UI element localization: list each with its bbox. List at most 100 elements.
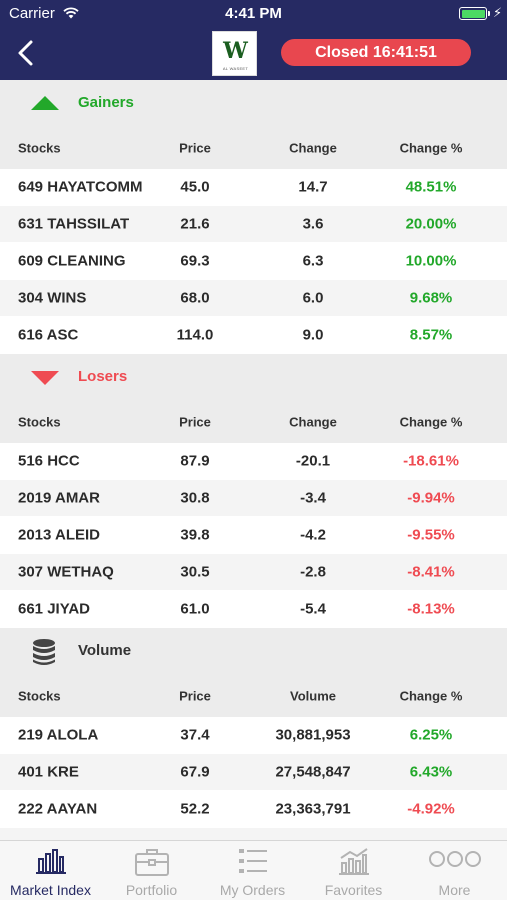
column-price: Price [179, 140, 211, 156]
tab-label: My Orders [219, 882, 286, 898]
tab-market-index[interactable]: Market Index [0, 841, 101, 900]
stock-row[interactable]: 222 AAYAN 52.2 23,363,791 -4.92% [0, 791, 507, 828]
losers-column-header: Stocks Price Change Change % [0, 399, 507, 443]
losers-header: Losers [0, 354, 507, 399]
stock-change-pct: -8.41% [407, 563, 455, 581]
stock-volume: 16,888,403 [275, 838, 350, 841]
stock-name: 661 JIYAD [18, 600, 90, 618]
tab-favorites[interactable]: Favorites [303, 841, 404, 900]
column-change: Change [289, 140, 337, 156]
stock-name: 2013 ALEID [18, 526, 100, 544]
stock-change-pct: -9.55% [407, 526, 455, 544]
stock-price: 68.0 [180, 289, 210, 307]
stock-price: 114.0 [176, 326, 214, 344]
stock-name: 219 ALOLA [18, 726, 99, 744]
gainers-up-arrow-icon [31, 96, 59, 110]
stock-change-pct: 9.68% [409, 289, 453, 307]
stock-price: 87.9 [180, 452, 210, 470]
stock-change-pct: 6.43% [409, 763, 453, 781]
column-change: Change [289, 414, 337, 430]
stock-name: 401 KRE [18, 763, 79, 781]
stock-change: -5.4 [300, 600, 326, 618]
bar-chart-icon [35, 849, 66, 874]
column-stocks: Stocks [18, 688, 61, 704]
gainers-column-header: Stocks Price Change Change % [0, 125, 507, 169]
stock-name: 631 TAHSSILAT [18, 215, 130, 233]
wifi-icon [63, 7, 79, 19]
stock-row[interactable]: 649 HAYATCOMM 45.0 14.7 48.51% [0, 169, 507, 206]
column-stocks: Stocks [18, 140, 61, 156]
tab-label: Favorites [324, 882, 383, 898]
stock-price: 37.4 [180, 726, 210, 744]
volume-column-header: Stocks Price Volume Change % [0, 673, 507, 717]
list-icon [238, 849, 267, 873]
stock-name: 2019 AMAR [18, 489, 100, 507]
column-volume: Volume [290, 688, 336, 704]
stock-price: 30.8 [180, 489, 210, 507]
column-stocks: Stocks [18, 414, 61, 430]
stock-change: -20.1 [295, 452, 331, 470]
stock-row[interactable]: 609 CLEANING 69.3 6.3 10.00% [0, 243, 507, 280]
tab-label: Portfolio [125, 882, 178, 898]
briefcase-icon [134, 849, 169, 876]
stock-name: 616 ASC [18, 326, 79, 344]
stock-row[interactable]: 501 NIND 220.0 16,888,403 0.00% [0, 828, 507, 840]
stock-change: -3.4 [300, 489, 326, 507]
status-bar: Carrier 4:41 PM ⚡ [0, 0, 507, 28]
stock-price: 45.0 [180, 178, 210, 196]
stock-name: 304 WINS [18, 289, 87, 307]
stock-row[interactable]: 307 WETHAQ 30.5 -2.8 -8.41% [0, 554, 507, 591]
stock-change: 6.3 [302, 252, 324, 270]
stock-change-pct: 8.57% [409, 326, 453, 344]
stock-change-pct: 48.51% [405, 178, 457, 196]
stock-price: 61.0 [180, 600, 210, 618]
tab-bar: Market Index Portfolio My Orders [0, 840, 507, 900]
column-change-pct: Change % [399, 414, 463, 430]
status-time: 4:41 PM [225, 5, 282, 22]
stock-row[interactable]: 516 HCC 87.9 -20.1 -18.61% [0, 443, 507, 480]
stock-row[interactable]: 616 ASC 114.0 9.0 8.57% [0, 317, 507, 354]
stock-name: 501 NIND [18, 838, 84, 841]
stock-change: 3.6 [302, 215, 324, 233]
stock-row[interactable]: 631 TAHSSILAT 21.6 3.6 20.00% [0, 206, 507, 243]
stock-volume: 23,363,791 [275, 800, 351, 818]
gainers-list: 649 HAYATCOMM 45.0 14.7 48.51% 631 TAHSSILAT… [0, 169, 507, 354]
stock-row[interactable]: 401 KRE 67.9 27,548,847 6.43% [0, 754, 507, 791]
column-change-pct: Change % [399, 140, 463, 156]
losers-down-arrow-icon [31, 371, 59, 385]
stock-row[interactable]: 2019 AMAR 30.8 -3.4 -9.94% [0, 480, 507, 517]
column-price: Price [179, 688, 211, 704]
stock-change: 14.7 [298, 178, 328, 196]
stock-row[interactable]: 304 WINS 68.0 6.0 9.68% [0, 280, 507, 317]
stock-change-pct: 0.00% [410, 838, 453, 841]
navigation-bar: Carrier 4:41 PM ⚡ W AL WASEET Closed 16:… [0, 0, 507, 80]
stock-row[interactable]: 2013 ALEID 39.8 -4.2 -9.55% [0, 517, 507, 554]
stock-name: 516 HCC [18, 452, 80, 470]
tab-portfolio[interactable]: Portfolio [101, 841, 202, 900]
market-index-content: Gainers Stocks Price Change Change % 649… [0, 80, 507, 840]
trend-chart-icon [338, 848, 369, 875]
stock-change-pct: 6.25% [409, 726, 453, 744]
stock-change-pct: -9.94% [407, 489, 455, 507]
battery-tip [488, 11, 490, 16]
stock-change-pct: -18.61% [403, 452, 459, 470]
battery-icon [459, 7, 487, 20]
volume-title: Volume [78, 642, 132, 659]
stock-change-pct: -4.92% [407, 800, 455, 818]
tab-label: Market Index [10, 882, 91, 898]
tab-more[interactable]: More [404, 841, 505, 900]
losers-title: Losers [78, 368, 128, 385]
gainers-title: Gainers [78, 94, 134, 111]
database-icon [33, 639, 55, 665]
stock-change: -4.2 [300, 526, 326, 544]
back-arrow-icon[interactable] [14, 39, 38, 67]
stock-row[interactable]: 219 ALOLA 37.4 30,881,953 6.25% [0, 717, 507, 754]
volume-list: 219 ALOLA 37.4 30,881,953 6.25% 401 KRE 67.9 2… [0, 717, 507, 840]
carrier-label: Carrier [9, 5, 55, 22]
charging-icon: ⚡ [493, 5, 503, 20]
stock-row[interactable]: 661 JIYAD 61.0 -5.4 -8.13% [0, 591, 507, 628]
tab-my-orders[interactable]: My Orders [202, 841, 303, 900]
stock-change-pct: -8.13% [407, 600, 455, 618]
stock-change-pct: 20.00% [405, 215, 457, 233]
logo-caption: AL WASEET [222, 66, 249, 71]
